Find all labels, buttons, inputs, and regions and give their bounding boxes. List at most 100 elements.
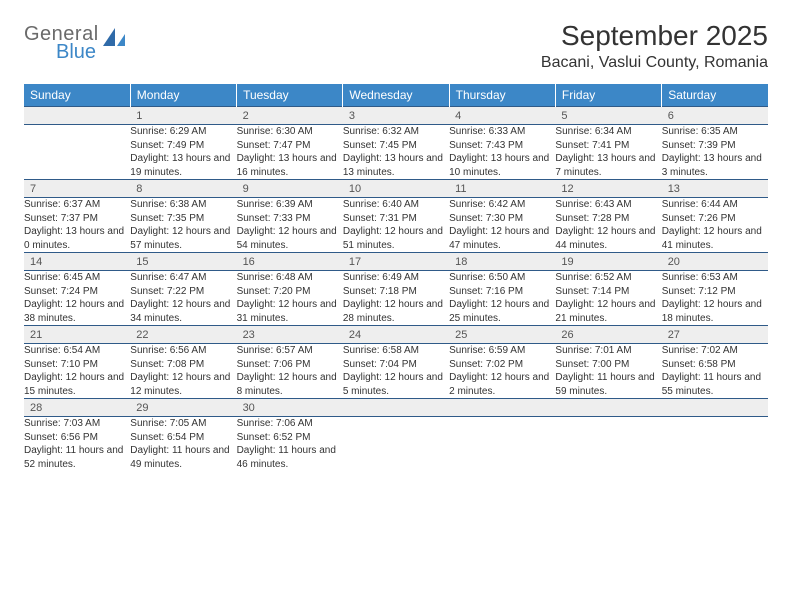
day-cell-info: Sunrise: 6:33 AMSunset: 7:43 PMDaylight:…: [449, 125, 555, 180]
daylight-text: Daylight: 11 hours and 55 minutes.: [662, 371, 768, 398]
day-number: 28: [24, 399, 130, 416]
sunrise-text: Sunrise: 7:02 AM: [662, 344, 768, 358]
day-number: 13: [662, 180, 768, 197]
day-cell-num: 16: [237, 253, 343, 271]
weekday-header: Sunday: [24, 84, 130, 107]
sunset-text: Sunset: 6:56 PM: [24, 431, 130, 445]
daynum-row: 14151617181920: [24, 253, 768, 271]
info-row: Sunrise: 6:54 AMSunset: 7:10 PMDaylight:…: [24, 344, 768, 399]
daylight-text: Daylight: 12 hours and 5 minutes.: [343, 371, 449, 398]
day-number: 5: [555, 107, 661, 124]
sunrise-text: Sunrise: 6:40 AM: [343, 198, 449, 212]
sunset-text: Sunset: 7:12 PM: [662, 285, 768, 299]
day-cell-info: Sunrise: 6:44 AMSunset: 7:26 PMDaylight:…: [662, 198, 768, 253]
day-cell-info: Sunrise: 6:34 AMSunset: 7:41 PMDaylight:…: [555, 125, 661, 180]
daylight-text: Daylight: 11 hours and 49 minutes.: [130, 444, 236, 471]
day-cell-info: Sunrise: 7:03 AMSunset: 6:56 PMDaylight:…: [24, 417, 130, 472]
day-cell-num: 11: [449, 180, 555, 198]
sunset-text: Sunset: 7:45 PM: [343, 139, 449, 153]
sunset-text: Sunset: 7:18 PM: [343, 285, 449, 299]
daylight-text: Daylight: 12 hours and 41 minutes.: [662, 225, 768, 252]
sunrise-text: Sunrise: 6:34 AM: [555, 125, 661, 139]
sunrise-text: Sunrise: 6:56 AM: [130, 344, 236, 358]
day-cell-num: 13: [662, 180, 768, 198]
day-number: 21: [24, 326, 130, 343]
day-cell-info: Sunrise: 6:32 AMSunset: 7:45 PMDaylight:…: [343, 125, 449, 180]
daylight-text: Daylight: 12 hours and 51 minutes.: [343, 225, 449, 252]
sunrise-text: Sunrise: 6:49 AM: [343, 271, 449, 285]
day-cell-num: 23: [237, 326, 343, 344]
day-cell-num: 5: [555, 107, 661, 125]
day-cell-info: Sunrise: 6:52 AMSunset: 7:14 PMDaylight:…: [555, 271, 661, 326]
day-cell-info: Sunrise: 6:53 AMSunset: 7:12 PMDaylight:…: [662, 271, 768, 326]
day-cell-num: 8: [130, 180, 236, 198]
day-cell-num: [449, 399, 555, 417]
sunrise-text: Sunrise: 6:57 AM: [237, 344, 343, 358]
header: General Blue September 2025 Bacani, Vasl…: [24, 20, 768, 72]
day-cell-info: Sunrise: 6:30 AMSunset: 7:47 PMDaylight:…: [237, 125, 343, 180]
logo: General Blue: [24, 24, 127, 62]
daylight-text: Daylight: 12 hours and 31 minutes.: [237, 298, 343, 325]
day-cell-info: Sunrise: 6:59 AMSunset: 7:02 PMDaylight:…: [449, 344, 555, 399]
weekday-header: Saturday: [662, 84, 768, 107]
day-cell-info: Sunrise: 6:58 AMSunset: 7:04 PMDaylight:…: [343, 344, 449, 399]
day-number: 10: [343, 180, 449, 197]
daylight-text: Daylight: 12 hours and 21 minutes.: [555, 298, 661, 325]
info-row: Sunrise: 6:29 AMSunset: 7:49 PMDaylight:…: [24, 125, 768, 180]
day-cell-num: 22: [130, 326, 236, 344]
sunrise-text: Sunrise: 6:43 AM: [555, 198, 661, 212]
sunrise-text: Sunrise: 6:39 AM: [237, 198, 343, 212]
day-cell-num: 6: [662, 107, 768, 125]
daylight-text: Daylight: 12 hours and 28 minutes.: [343, 298, 449, 325]
sunrise-text: Sunrise: 6:50 AM: [449, 271, 555, 285]
day-number: 8: [130, 180, 236, 197]
sunrise-text: Sunrise: 7:05 AM: [130, 417, 236, 431]
sunrise-text: Sunrise: 6:33 AM: [449, 125, 555, 139]
daylight-text: Daylight: 12 hours and 25 minutes.: [449, 298, 555, 325]
day-number: [449, 399, 555, 416]
sunrise-text: Sunrise: 6:52 AM: [555, 271, 661, 285]
weekday-header: Wednesday: [343, 84, 449, 107]
sunset-text: Sunset: 7:28 PM: [555, 212, 661, 226]
day-cell-num: [662, 399, 768, 417]
day-number: 17: [343, 253, 449, 270]
sunset-text: Sunset: 7:30 PM: [449, 212, 555, 226]
day-cell-info: Sunrise: 6:40 AMSunset: 7:31 PMDaylight:…: [343, 198, 449, 253]
title-block: September 2025 Bacani, Vaslui County, Ro…: [541, 20, 768, 72]
day-number: 7: [24, 180, 130, 197]
logo-sail-icon: [101, 26, 127, 48]
sunrise-text: Sunrise: 6:45 AM: [24, 271, 130, 285]
sunrise-text: Sunrise: 6:35 AM: [662, 125, 768, 139]
day-number: 1: [130, 107, 236, 124]
daynum-row: 21222324252627: [24, 326, 768, 344]
info-row: Sunrise: 6:45 AMSunset: 7:24 PMDaylight:…: [24, 271, 768, 326]
daylight-text: Daylight: 13 hours and 3 minutes.: [662, 152, 768, 179]
info-row: Sunrise: 6:37 AMSunset: 7:37 PMDaylight:…: [24, 198, 768, 253]
day-cell-num: 14: [24, 253, 130, 271]
sunset-text: Sunset: 7:08 PM: [130, 358, 236, 372]
day-cell-info: Sunrise: 6:54 AMSunset: 7:10 PMDaylight:…: [24, 344, 130, 399]
day-cell-num: 7: [24, 180, 130, 198]
daylight-text: Daylight: 13 hours and 13 minutes.: [343, 152, 449, 179]
daylight-text: Daylight: 13 hours and 0 minutes.: [24, 225, 130, 252]
sunset-text: Sunset: 7:10 PM: [24, 358, 130, 372]
day-cell-num: 30: [237, 399, 343, 417]
day-cell-num: 12: [555, 180, 661, 198]
daylight-text: Daylight: 12 hours and 18 minutes.: [662, 298, 768, 325]
sunset-text: Sunset: 7:00 PM: [555, 358, 661, 372]
day-number: 22: [130, 326, 236, 343]
day-number: 25: [449, 326, 555, 343]
day-cell-info: Sunrise: 6:48 AMSunset: 7:20 PMDaylight:…: [237, 271, 343, 326]
sunrise-text: Sunrise: 6:44 AM: [662, 198, 768, 212]
calendar-page: General Blue September 2025 Bacani, Vasl…: [0, 0, 792, 612]
sunrise-text: Sunrise: 6:58 AM: [343, 344, 449, 358]
day-cell-info: [662, 417, 768, 472]
sunrise-text: Sunrise: 6:29 AM: [130, 125, 236, 139]
day-number: 24: [343, 326, 449, 343]
day-number: 16: [237, 253, 343, 270]
day-number: 26: [555, 326, 661, 343]
sunset-text: Sunset: 7:04 PM: [343, 358, 449, 372]
day-cell-num: 27: [662, 326, 768, 344]
day-cell-num: 15: [130, 253, 236, 271]
day-cell-info: Sunrise: 6:39 AMSunset: 7:33 PMDaylight:…: [237, 198, 343, 253]
